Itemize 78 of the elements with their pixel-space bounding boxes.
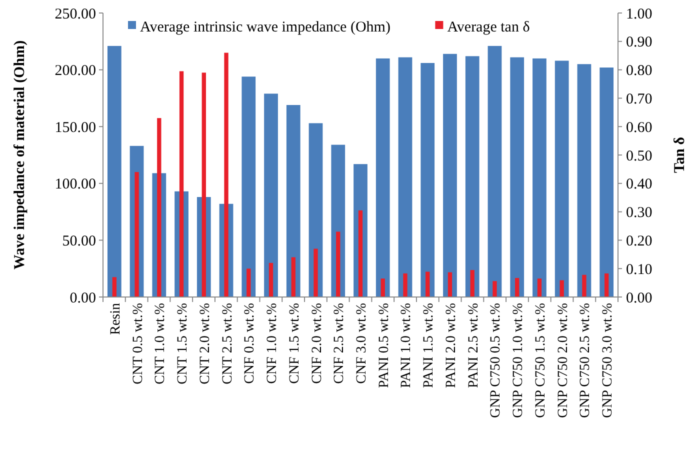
bar	[398, 57, 412, 297]
bar	[403, 273, 408, 297]
bar	[577, 64, 592, 297]
bar	[291, 257, 296, 297]
y2-tick-label: 0.00	[626, 290, 652, 306]
bar	[246, 268, 251, 297]
x-tick-label: Resin	[108, 303, 124, 335]
bar	[426, 272, 430, 297]
y2-tick-label: 0.70	[626, 91, 652, 108]
y2-tick-label: 0.30	[626, 205, 652, 222]
y2-tick-label: 0.60	[626, 120, 652, 136]
y-tick-label: 200.00	[54, 63, 96, 80]
bar	[604, 273, 609, 297]
x-tick-label: GNP C750 1.5 wt.%	[533, 302, 548, 418]
bar	[112, 277, 116, 297]
x-tick-label: CNT 0.5 wt.%	[130, 302, 146, 384]
x-tick-label: GNP C750 2.5 wt.%	[578, 302, 594, 418]
bar	[465, 56, 480, 297]
y-tick-label: 100.00	[54, 176, 96, 193]
x-tick-label: CNF 2.5 wt.%	[332, 302, 348, 384]
bar	[107, 46, 122, 297]
x-tick-label: CNF 0.5 wt.%	[242, 302, 258, 384]
x-tick-label: CNF 1.5 wt.%	[287, 302, 302, 384]
y-tick-label: 0.00	[70, 290, 96, 306]
x-tick-label: CNF 3.0 wt.%	[354, 302, 370, 384]
x-tick-label: CNT 1.0 wt.%	[153, 302, 168, 384]
y2-tick-label: 0.10	[626, 262, 652, 278]
x-tick-label: CNF 2.0 wt.%	[310, 302, 325, 384]
x-tick-label: GNP C750 2.0 wt.%	[556, 302, 571, 418]
bar	[532, 58, 546, 297]
y-tick-label: 50.00	[62, 233, 96, 250]
y2-tick-label: 0.40	[626, 176, 652, 193]
bar	[448, 272, 452, 297]
x-tick-label: GNP C750 3.0 wt.%	[600, 302, 616, 418]
bar	[336, 232, 340, 297]
bar	[242, 76, 256, 297]
bar	[264, 94, 278, 297]
bar	[376, 58, 390, 297]
y2-tick-label: 1.00	[626, 6, 652, 22]
bar	[358, 210, 363, 297]
y2-tick-label: 0.50	[626, 148, 652, 164]
x-tick-label: PANI 2.5 wt.%	[466, 302, 482, 388]
x-tick-label: GNP C750 1.0 wt.%	[511, 302, 526, 418]
bar	[380, 278, 385, 297]
bar	[268, 262, 274, 297]
y2-tick-label: 0.90	[626, 34, 652, 51]
bar	[560, 280, 564, 297]
bar	[510, 57, 524, 297]
bar	[470, 270, 474, 297]
bar	[314, 248, 318, 297]
x-tick-label: PANI 0.5 wt.%	[376, 302, 392, 388]
bar	[286, 105, 300, 297]
bar	[554, 60, 569, 297]
x-tick-label: CNF 1.0 wt.%	[265, 302, 280, 384]
bar	[443, 54, 457, 297]
bar	[492, 281, 497, 297]
x-tick-label: PANI 1.0 wt.%	[399, 302, 414, 388]
bar	[582, 274, 586, 297]
bar	[488, 46, 502, 297]
legend-label: Average tan δ	[447, 19, 530, 36]
y2-axis-title: Tan δ	[672, 136, 688, 174]
y2-tick-label: 0.20	[626, 233, 652, 250]
x-tick-label: CNT 2.5 wt.%	[220, 302, 236, 384]
x-tick-label: CNT 2.0 wt.%	[198, 302, 213, 384]
x-tick-label: GNP C750 0.5 wt.%	[488, 302, 504, 418]
x-tick-label: CNT 1.5 wt.%	[176, 302, 191, 384]
x-tick-label: PANI 1.5 wt.%	[422, 302, 437, 388]
x-tick-label: PANI 2.0 wt.%	[444, 302, 459, 388]
y-axis-title: Wave impedance of material (Ohm)	[12, 40, 28, 270]
legend-label: Average intrinsic wave impedance (Ohm)	[140, 19, 390, 36]
bar	[537, 278, 542, 297]
y-tick-label: 250.00	[54, 6, 96, 22]
bar	[308, 123, 323, 297]
y-tick-label: 150.00	[54, 120, 96, 136]
bar	[515, 278, 520, 297]
bar	[420, 62, 435, 297]
y2-tick-label: 0.80	[626, 63, 652, 80]
bar	[600, 68, 614, 297]
